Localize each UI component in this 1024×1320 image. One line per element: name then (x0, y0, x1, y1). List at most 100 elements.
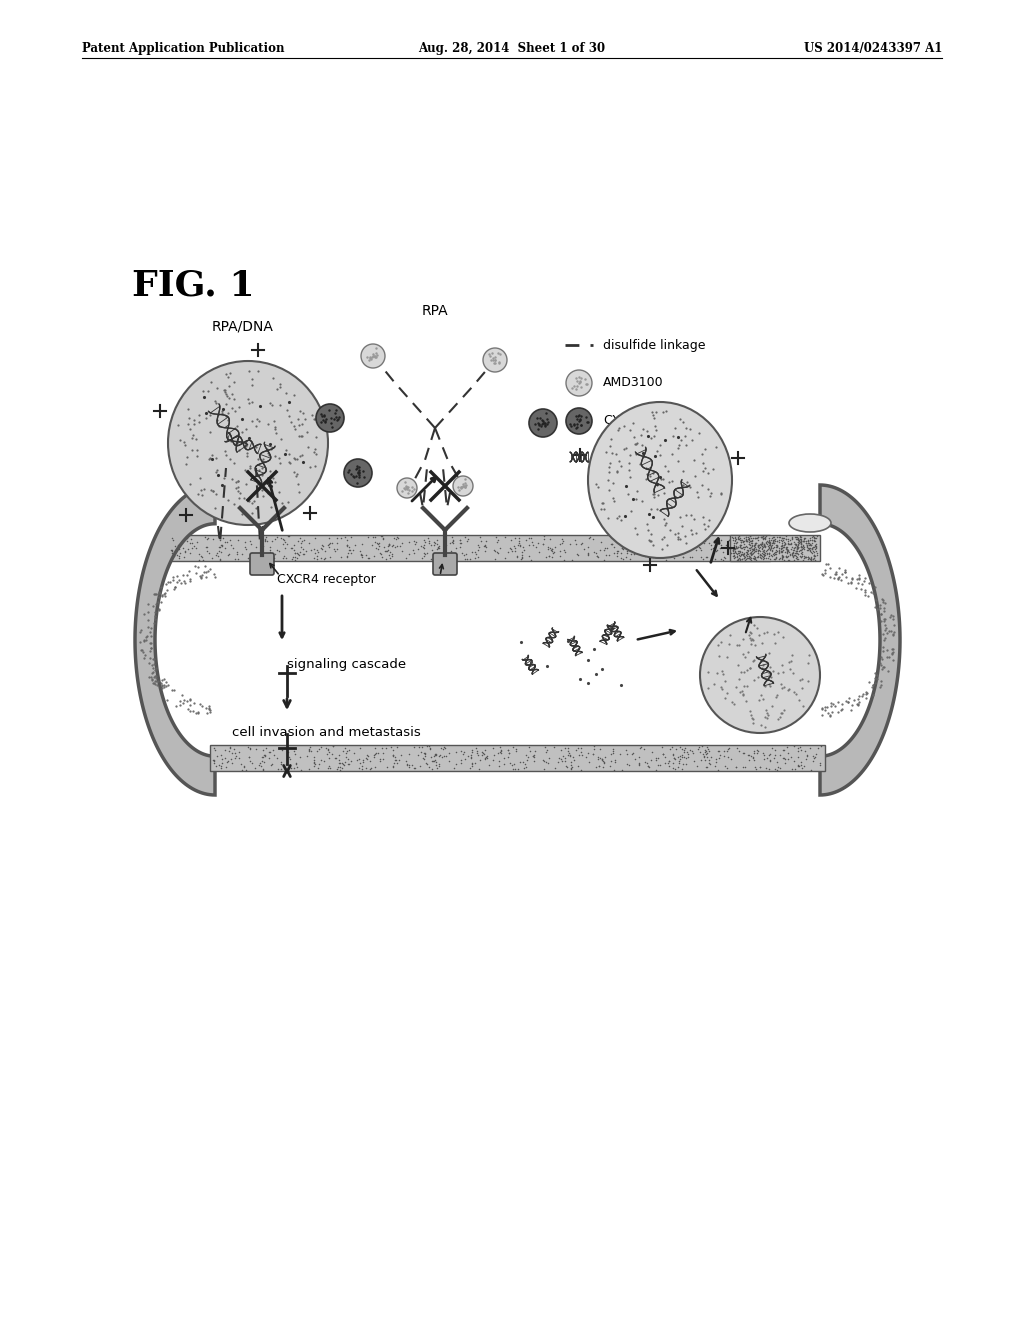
Point (736, 548, 753, 569)
Point (625, 528, 641, 549)
Point (778, 537, 795, 558)
Point (746, 548, 763, 569)
Point (695, 529, 712, 550)
Point (623, 500, 639, 521)
Point (542, 529, 558, 550)
Point (727, 527, 743, 548)
Point (777, 525, 794, 546)
Point (648, 474, 665, 495)
Point (596, 499, 612, 520)
Point (720, 539, 736, 560)
Point (544, 539, 560, 560)
Point (340, 754, 356, 775)
Point (732, 661, 749, 682)
Point (806, 528, 822, 549)
Point (709, 540, 725, 561)
Point (647, 546, 664, 568)
Point (486, 744, 503, 766)
Point (735, 643, 752, 664)
Point (667, 758, 683, 779)
Point (221, 375, 238, 396)
Point (739, 548, 756, 569)
Point (739, 543, 756, 564)
Point (516, 540, 532, 561)
Point (676, 739, 692, 760)
Point (766, 537, 782, 558)
Point (744, 746, 761, 767)
Point (648, 440, 665, 461)
Point (756, 535, 772, 556)
Point (699, 747, 716, 768)
Point (286, 540, 302, 561)
Point (596, 540, 612, 561)
Point (788, 548, 805, 569)
Point (270, 759, 287, 780)
Point (717, 741, 733, 762)
Point (233, 500, 250, 521)
Point (672, 748, 688, 770)
Point (736, 661, 753, 682)
Point (589, 546, 605, 568)
Point (742, 548, 759, 569)
Point (219, 367, 236, 388)
Point (225, 388, 242, 409)
Point (646, 483, 663, 504)
Point (602, 429, 618, 450)
Point (738, 529, 755, 550)
Point (200, 528, 216, 549)
Point (659, 535, 676, 556)
Point (261, 393, 278, 414)
Point (255, 758, 271, 779)
Point (176, 541, 193, 562)
Point (207, 498, 223, 519)
Point (194, 545, 210, 566)
Point (603, 533, 620, 554)
Point (293, 537, 309, 558)
Point (622, 528, 638, 549)
Point (737, 756, 754, 777)
Point (307, 527, 324, 548)
Point (705, 548, 721, 569)
Point (759, 747, 775, 768)
Point (761, 744, 777, 766)
Point (741, 624, 758, 645)
Point (487, 527, 504, 548)
Point (468, 737, 484, 758)
Point (794, 531, 810, 552)
Point (742, 546, 759, 568)
Point (268, 422, 285, 444)
Text: disulfide linkage: disulfide linkage (603, 338, 706, 351)
Point (249, 408, 265, 429)
Point (368, 537, 384, 558)
Point (750, 525, 766, 546)
Point (761, 673, 777, 694)
Point (785, 540, 802, 561)
Point (272, 376, 289, 397)
Point (542, 537, 558, 558)
Point (585, 528, 601, 549)
Point (715, 541, 731, 562)
Point (742, 543, 759, 564)
Point (793, 532, 809, 553)
Point (642, 466, 658, 487)
Point (799, 744, 815, 766)
Point (315, 751, 332, 772)
Point (674, 738, 690, 759)
Point (764, 696, 780, 717)
Point (801, 546, 817, 568)
Point (609, 507, 626, 528)
Point (790, 529, 806, 550)
Point (419, 754, 435, 775)
Point (731, 540, 748, 561)
Point (738, 537, 755, 558)
Point (375, 743, 391, 764)
Point (302, 457, 318, 478)
Point (736, 533, 753, 554)
Point (754, 525, 770, 546)
Point (311, 754, 328, 775)
Point (743, 531, 760, 552)
Point (557, 747, 573, 768)
Point (224, 743, 241, 764)
Point (732, 548, 749, 569)
Point (572, 533, 589, 554)
